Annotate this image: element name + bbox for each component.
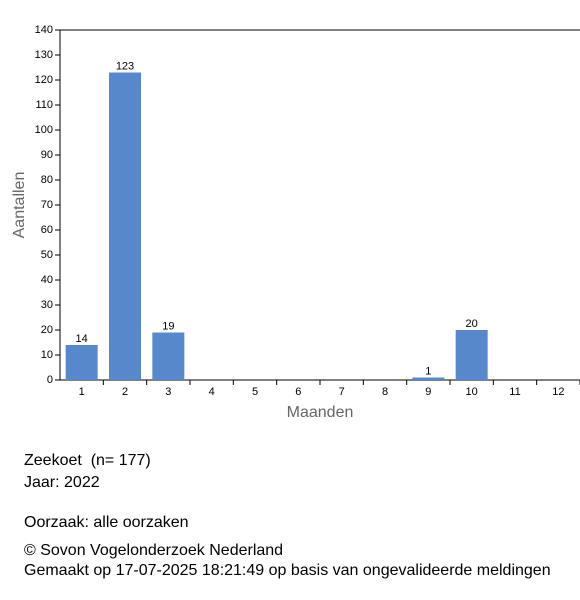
y-tick-label: 130 [35,49,53,61]
data-label: 14 [76,333,88,345]
data-label: 123 [116,60,134,72]
y-tick-label: 140 [35,24,53,36]
x-tick-label: 1 [79,386,85,398]
y-tick-label: 10 [41,349,53,361]
bar [152,332,185,380]
x-tick-label: 6 [295,386,301,398]
x-tick-label: 4 [209,386,215,398]
x-tick-label: 11 [509,386,520,398]
y-tick-label: 70 [41,199,53,211]
data-label: 1 [425,365,431,377]
x-tick-label: 10 [466,386,478,398]
x-tick-label: 8 [382,386,388,398]
footer-line: Oorzaak: alle oorzaken [24,514,189,531]
y-tick-label: 90 [41,149,53,161]
y-tick-label: 20 [41,324,53,336]
y-tick-label: 120 [35,74,53,86]
y-axis-title: Aantallen [11,172,28,239]
bar [65,345,98,380]
y-tick-label: 80 [41,174,53,186]
data-label: 20 [466,318,478,330]
x-tick-label: 3 [165,386,171,398]
y-tick-label: 0 [47,374,53,386]
footer-line: Zeekoet (n= 177) [24,452,151,469]
x-axis-title: Maanden [287,404,354,421]
y-tick-label: 30 [41,299,53,311]
x-tick-label: 12 [552,386,564,398]
y-tick-label: 50 [41,249,53,261]
bar [109,72,141,380]
bar [412,377,445,380]
footer-line: © Sovon Vogelonderzoek Nederland [24,542,284,559]
y-tick-label: 40 [41,274,53,286]
footer-line: Jaar: 2022 [24,474,100,491]
x-tick-label: 2 [122,386,128,398]
y-tick-label: 60 [41,224,53,236]
y-tick-label: 100 [35,124,53,136]
footer-line: Gemaakt op 17-07-2025 18:21:49 op basis … [24,562,551,579]
chart: Aantallen Maanden 0 10 20 30 40 50 60 70 80 90 100… [11,24,580,421]
y-tick-label: 110 [35,99,53,111]
x-tick-label: 9 [425,386,431,398]
data-label: 19 [162,320,174,332]
x-tick-label: 5 [252,386,258,398]
x-tick-label: 7 [339,386,345,398]
bar [455,330,488,380]
